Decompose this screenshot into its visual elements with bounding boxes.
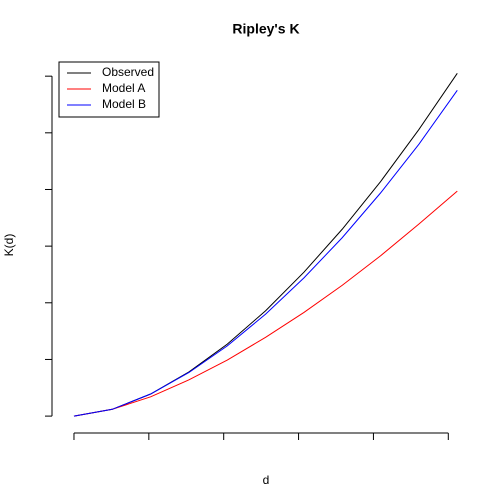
line-series	[73, 90, 458, 417]
chart-title: Ripley's K	[232, 21, 299, 37]
legend-label: Model A	[102, 81, 145, 95]
legend-label: Observed	[102, 65, 154, 79]
legend-label: Model B	[102, 97, 146, 111]
x-axis-label: d	[263, 473, 270, 487]
line-series	[73, 190, 458, 417]
line-series	[73, 73, 458, 417]
y-axis-label: K(d)	[2, 234, 16, 257]
